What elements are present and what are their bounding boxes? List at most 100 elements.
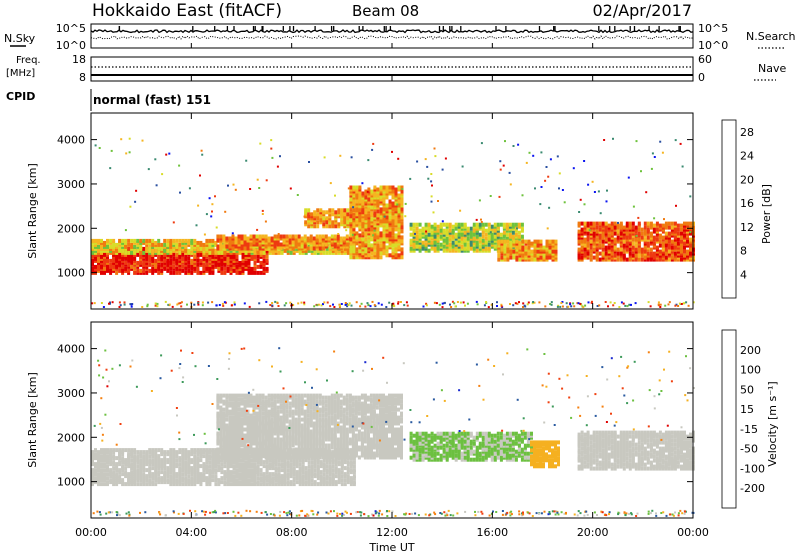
echo-cell xyxy=(261,213,264,215)
echo-cell xyxy=(525,161,528,164)
echo-cell xyxy=(593,191,596,193)
echo-cell xyxy=(478,232,482,237)
echo-cell xyxy=(142,246,146,251)
echo-cell xyxy=(628,247,632,252)
echo-cell xyxy=(598,227,602,232)
echo-cell xyxy=(646,241,650,246)
echo-cell xyxy=(286,472,290,477)
echo-cell xyxy=(246,236,250,241)
echo-cell xyxy=(256,258,260,263)
echo-cell xyxy=(505,232,509,237)
echo-cell xyxy=(394,233,398,238)
echo-cell xyxy=(664,221,668,226)
echo-cell xyxy=(675,303,678,306)
echo-cell xyxy=(118,246,122,251)
echo-cell xyxy=(184,244,188,249)
echo-cell xyxy=(319,460,323,465)
echo-cell xyxy=(545,166,548,168)
echo-cell xyxy=(208,197,211,200)
echo-cell xyxy=(355,251,359,256)
echo-cell xyxy=(94,448,97,453)
nsky-trace xyxy=(90,29,694,34)
echo-cell xyxy=(422,305,425,308)
echo-cell xyxy=(475,240,479,245)
echo-cell xyxy=(216,431,220,436)
echo-cell xyxy=(307,460,311,465)
echo-cell xyxy=(187,478,191,483)
echo-cell xyxy=(196,448,200,453)
echo-cell xyxy=(637,231,641,236)
echo-cell xyxy=(106,480,109,485)
echo-cell xyxy=(572,302,575,305)
echo-cell xyxy=(235,270,239,275)
echo-cell xyxy=(606,189,608,192)
echo-cell xyxy=(405,301,408,304)
echo-cell xyxy=(228,441,232,446)
echo-cell xyxy=(415,230,419,235)
echo-cell xyxy=(202,242,206,247)
echo-cell xyxy=(628,221,632,226)
echo-cell xyxy=(279,155,281,158)
echo-cell xyxy=(219,393,223,398)
echo-cell xyxy=(297,302,300,305)
echo-cell xyxy=(94,238,97,243)
echo-cell xyxy=(683,245,686,250)
echo-cell xyxy=(604,301,607,303)
echo-cell xyxy=(190,238,194,243)
echo-cell xyxy=(148,458,152,463)
echo-cell xyxy=(658,239,662,244)
echo-cell xyxy=(355,247,359,252)
echo-cell xyxy=(496,301,498,304)
echo-cell xyxy=(304,480,308,485)
echo-cell xyxy=(188,187,191,190)
echo-cell xyxy=(622,225,626,230)
echo-cell xyxy=(613,231,617,236)
echo-cell xyxy=(437,200,439,202)
echo-cell xyxy=(496,305,498,307)
echo-cell xyxy=(128,151,131,154)
echo-cell xyxy=(264,234,268,239)
echo-cell xyxy=(109,478,113,483)
echo-cell xyxy=(103,468,106,473)
echo-cell xyxy=(298,466,302,471)
echo-cell xyxy=(199,270,203,275)
echo-cell xyxy=(205,238,209,243)
freq-tick-bottom: 8 xyxy=(79,71,86,84)
nave-label: Nave xyxy=(758,62,786,75)
echo-cell xyxy=(285,234,289,239)
echo-cell xyxy=(184,248,188,253)
echo-cell xyxy=(418,222,422,227)
echo-cell xyxy=(323,156,326,159)
echo-cell xyxy=(625,221,629,226)
echo-cell xyxy=(222,304,225,307)
echo-cell xyxy=(460,244,464,249)
echo-cell xyxy=(161,173,164,176)
echo-cell xyxy=(241,462,245,467)
echo-cell xyxy=(261,209,264,212)
echo-cell xyxy=(175,252,179,257)
echo-cell xyxy=(134,200,137,203)
echo-cell xyxy=(500,303,503,306)
echo-cell xyxy=(514,302,517,305)
echo-cell xyxy=(309,213,312,215)
echo-cell xyxy=(163,456,167,461)
echo-cell xyxy=(112,448,116,453)
echo-cell xyxy=(166,458,170,463)
nave-tick-bottom: 0 xyxy=(698,71,705,84)
echo-cell xyxy=(640,231,644,236)
echo-cell xyxy=(255,234,259,239)
echo-cell xyxy=(333,306,336,308)
echo-cell xyxy=(233,301,236,304)
echo-cell xyxy=(640,235,644,240)
echo-cell xyxy=(124,482,128,487)
echo-cell xyxy=(265,300,268,303)
echo-cell xyxy=(466,302,469,305)
echo-cell xyxy=(657,303,660,306)
echo-cell xyxy=(343,482,347,487)
echo-cell xyxy=(343,466,347,471)
nsearch-label: N.Search xyxy=(746,30,796,43)
echo-cell xyxy=(195,224,198,227)
echo-cell xyxy=(439,234,443,239)
echo-cell xyxy=(364,231,368,236)
